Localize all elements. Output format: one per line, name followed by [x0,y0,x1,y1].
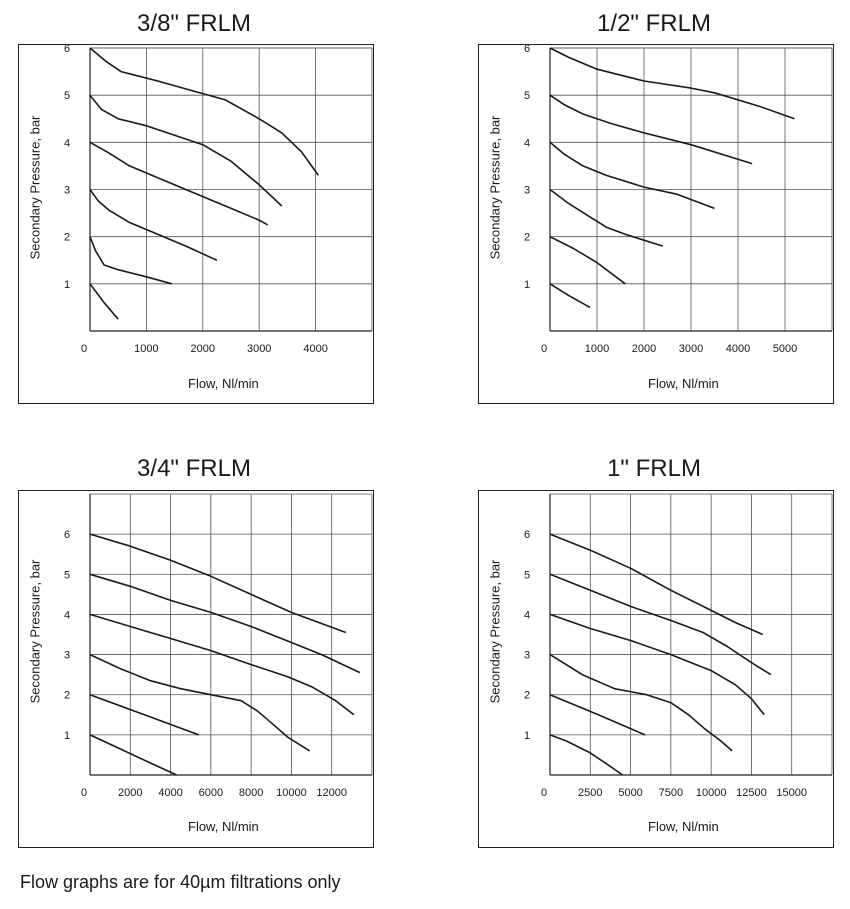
y-tick-label: 6 [524,529,530,541]
x-tick-label: 4000 [726,343,750,355]
x-tick-label: 4000 [303,343,327,355]
y-tick-label: 6 [64,529,70,541]
chart-title-3-8: 3/8" FRLM [137,10,251,37]
x-tick-label: 3000 [247,343,271,355]
y-tick-label: 3 [524,650,530,662]
x-tick-label: 4000 [158,787,182,799]
chart-frame-1 [478,490,834,848]
y-tick-label: 1 [524,279,530,291]
x-tick-label: 8000 [239,787,263,799]
y-tick-label: 4 [524,137,530,149]
x-tick-label: 0 [541,343,547,355]
y-tick-label: 3 [524,185,530,197]
y-tick-label: 5 [64,569,70,581]
x-tick-label: 15000 [776,787,807,799]
series-line-4 [89,653,311,752]
series-line-6 [549,283,591,309]
chart-frame-3-4 [18,490,374,848]
footnote: Flow graphs are for 40µm filtrations onl… [20,872,341,892]
chart-title-1-2: 1/2" FRLM [597,10,711,37]
y-tick-label: 6 [524,43,530,55]
y-tick-label: 1 [524,730,530,742]
y-tick-label: 3 [64,650,70,662]
series-line-1 [89,47,122,73]
y-tick-label: 2 [524,690,530,702]
series-line-1 [549,47,795,120]
x-tick-label: 0 [541,787,547,799]
series-line-6 [89,734,177,776]
x-tick-label: 3000 [679,343,703,355]
series-line-2 [549,94,753,165]
series-line-3 [549,141,715,210]
series-line-5 [549,693,646,736]
x-tick-label: 2000 [118,787,142,799]
y-tick-label: 2 [64,232,70,244]
y-tick-label: 2 [524,232,530,244]
series-line-4 [89,141,269,226]
series-line-1 [89,533,347,634]
x-tick-label: 12000 [316,787,347,799]
series-line-4 [549,188,664,247]
y-tick-label: 6 [64,43,70,55]
series-line-2 [89,573,361,674]
x-axis-label-1-2: Flow, Nl/min [648,376,719,391]
y-tick-label: 4 [64,609,70,621]
series-line-5 [89,189,218,262]
y-tick-label: 4 [64,137,70,149]
x-tick-label: 1000 [134,343,158,355]
chart-title-1: 1" FRLM [607,455,701,482]
series-line-3 [549,613,765,716]
x-tick-label: 7500 [659,787,683,799]
chart-title-3-4: 3/4" FRLM [137,455,251,482]
x-tick-label: 2000 [191,343,215,355]
series-line-6 [89,236,173,285]
x-tick-label: 6000 [199,787,223,799]
y-tick-label: 2 [64,690,70,702]
x-tick-label: 0 [81,343,87,355]
series-line-6 [549,734,623,776]
series-line-1 [549,533,764,636]
y-tick-label: 1 [64,730,70,742]
y-axis-label-1: Secondary Pressure, bar [487,559,503,704]
series-line-2 [549,573,772,676]
series-line-2 [120,70,320,176]
y-tick-label: 3 [64,185,70,197]
x-tick-label: 10000 [696,787,727,799]
x-tick-label: 10000 [276,787,307,799]
x-tick-label: 12500 [736,787,767,799]
y-tick-label: 5 [64,90,70,102]
x-tick-label: 5000 [773,343,797,355]
x-tick-label: 1000 [585,343,609,355]
series-line-4 [549,653,733,752]
series-line-3 [89,94,283,207]
y-tick-label: 4 [524,609,530,621]
x-axis-label-1: Flow, Nl/min [648,819,719,834]
x-tick-label: 0 [81,787,87,799]
y-tick-label: 5 [524,90,530,102]
y-tick-label: 5 [524,569,530,581]
x-tick-label: 5000 [618,787,642,799]
series-line-7 [89,283,119,320]
x-tick-label: 2000 [632,343,656,355]
chart-frame-1-2 [478,44,834,404]
x-axis-label-3-8: Flow, Nl/min [188,376,259,391]
x-tick-label: 2500 [578,787,602,799]
chart-frame-3-8 [18,44,374,404]
series-line-5 [549,235,626,285]
series-line-3 [89,613,355,716]
series-line-5 [89,693,200,736]
x-axis-label-3-4: Flow, Nl/min [188,819,259,834]
y-tick-label: 1 [64,279,70,291]
